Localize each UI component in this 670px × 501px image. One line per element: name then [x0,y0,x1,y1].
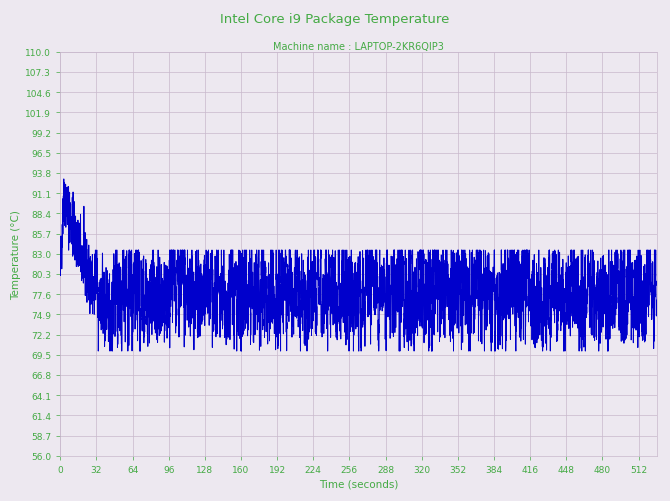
Y-axis label: Temperature (°C): Temperature (°C) [11,209,21,299]
X-axis label: Time (seconds): Time (seconds) [319,478,398,488]
Title: Machine name : LAPTOP-2KR6QIP3: Machine name : LAPTOP-2KR6QIP3 [273,42,444,52]
Text: Intel Core i9 Package Temperature: Intel Core i9 Package Temperature [220,13,450,26]
